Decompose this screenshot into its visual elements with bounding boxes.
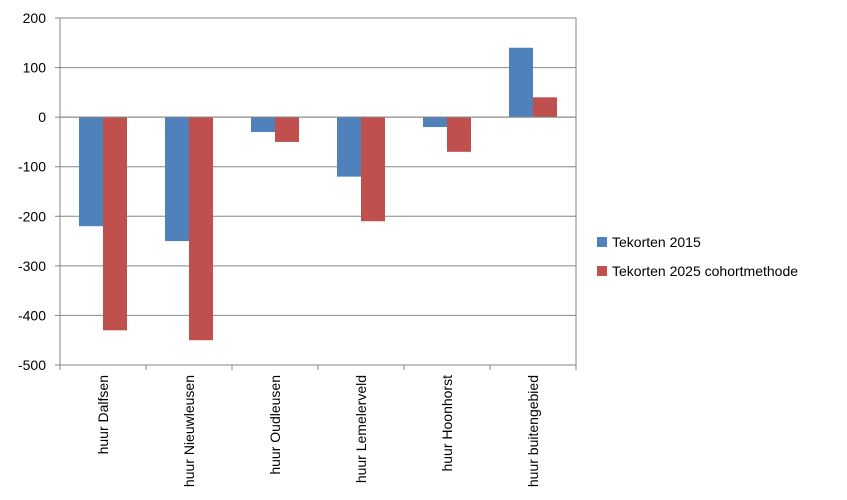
y-axis: 200 100 0 -100 -200 -300 -400 -500	[18, 10, 60, 373]
x-axis: huur Dalfsen huur Nieuwleusen huur Oudleus…	[59, 365, 577, 487]
x-category-label: huur Nieuwleusen	[181, 375, 197, 487]
x-category-label: huur Dalfsen	[95, 375, 111, 454]
y-tick-label: 100	[23, 60, 47, 76]
y-tick-label: -400	[18, 307, 46, 323]
x-category-label: huur Hoonhorst	[439, 375, 455, 472]
bar-tekorten-2025-6	[533, 97, 557, 118]
bar-tekorten-2015-2	[165, 117, 189, 242]
y-tick-label: 0	[38, 109, 46, 125]
y-tick-label: -100	[18, 159, 46, 175]
bar-tekorten-2015-6	[509, 47, 533, 118]
x-category-label: huur Lemelerveld	[353, 375, 369, 483]
y-tick-label: -500	[18, 357, 46, 373]
bar-tekorten-2015-4	[337, 117, 361, 177]
y-tick-label: 200	[23, 10, 47, 26]
y-tick-label: -200	[18, 208, 46, 224]
x-category-label: huur buitengebied	[525, 375, 541, 487]
gridlines	[60, 17, 576, 366]
plot-frame	[59, 17, 577, 366]
legend-swatch	[597, 266, 607, 276]
bar-tekorten-2025-1	[103, 117, 127, 331]
bar-tekorten-2025-3	[275, 117, 299, 142]
legend-label: Tekorten 2025 cohortmethode	[612, 263, 798, 279]
x-category-label: huur Oudleusen	[267, 375, 283, 475]
bars	[79, 47, 557, 341]
bar-tekorten-2015-3	[251, 117, 275, 133]
legend-swatch	[597, 237, 607, 247]
y-tick-label: -300	[18, 258, 46, 274]
legend: Tekorten 2015 Tekorten 2025 cohortmethode	[597, 234, 798, 279]
bar-tekorten-2015-1	[79, 117, 103, 227]
bar-tekorten-2015-5	[423, 117, 447, 128]
bar-tekorten-2025-4	[361, 117, 385, 222]
legend-label: Tekorten 2015	[612, 234, 701, 250]
bar-tekorten-2025-5	[447, 117, 471, 152]
bar-tekorten-2025-2	[189, 117, 213, 341]
